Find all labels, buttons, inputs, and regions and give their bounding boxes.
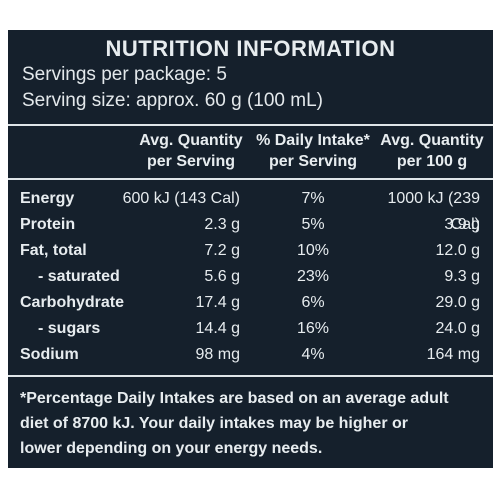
- footnote-line: diet of 8700 kJ. Your daily intakes may …: [20, 415, 408, 432]
- daily-intake-value: 7%: [301, 190, 325, 207]
- divider-top: [8, 124, 493, 126]
- header-line: per 100 g: [396, 153, 468, 170]
- row-label: Sodium: [20, 346, 79, 363]
- table-row: Protein 2.3 g 5% 3.9 g: [8, 212, 493, 238]
- per-serving-value: 600 kJ (143 Cal): [122, 190, 240, 207]
- divider-header: [8, 178, 493, 180]
- per-serving-value: 7.2 g: [204, 242, 240, 259]
- row-label: Fat, total: [20, 242, 87, 259]
- daily-intake-value: 16%: [296, 320, 330, 337]
- per-100g-value: 164 mg: [426, 346, 480, 363]
- per-100g-value: 12.0 g: [435, 242, 480, 259]
- footnote-line: lower depending on your energy needs.: [20, 440, 323, 457]
- per-serving-value: 17.4 g: [195, 294, 240, 311]
- per-serving-value: 14.4 g: [195, 320, 240, 337]
- serving-size: Serving size: approx. 60 g (100 mL): [22, 90, 323, 111]
- nutrition-panel: NUTRITION INFORMATION Servings per packa…: [8, 30, 493, 468]
- per-serving-value: 2.3 g: [204, 216, 240, 233]
- header-line: % Daily Intake*: [256, 132, 370, 149]
- footnote: *Percentage Daily Intakes are based on a…: [20, 386, 483, 461]
- daily-intake-value: 10%: [296, 242, 330, 259]
- per-serving-value: 98 mg: [195, 346, 240, 363]
- row-label: Protein: [20, 216, 76, 233]
- table-row: Fat, total 7.2 g 10% 12.0 g: [8, 238, 493, 264]
- divider-bottom: [8, 375, 493, 377]
- row-label: - sugars: [38, 320, 101, 337]
- header-line: Avg. Quantity: [380, 132, 484, 149]
- daily-intake-value: 23%: [296, 268, 330, 285]
- per-100g-value: 1000 kJ (239 Cal): [387, 190, 480, 233]
- table-row: Carbohydrate 17.4 g 6% 29.0 g: [8, 290, 493, 316]
- per-100g-value: 3.9 g: [444, 216, 480, 233]
- daily-intake-value: 5%: [301, 216, 325, 233]
- table-row: Sodium 98 mg 4% 164 mg: [8, 342, 493, 368]
- daily-intake-value: 4%: [301, 346, 325, 363]
- panel-title: NUTRITION INFORMATION: [105, 36, 396, 61]
- header-line: per Serving: [268, 153, 358, 170]
- per-serving-value: 5.6 g: [204, 268, 240, 285]
- footnote-line: *Percentage Daily Intakes are based on a…: [20, 390, 449, 407]
- table-row: Energy 600 kJ (143 Cal) 7% 1000 kJ (239 …: [8, 186, 493, 233]
- table-row: - sugars 14.4 g 16% 24.0 g: [8, 316, 493, 342]
- header-line: Avg. Quantity: [139, 132, 243, 149]
- header-daily-intake: % Daily Intake* per Serving: [252, 130, 374, 172]
- row-label: Energy: [20, 190, 75, 207]
- daily-intake-value: 6%: [301, 294, 325, 311]
- header-avg-per-serving: Avg. Quantity per Serving: [136, 130, 246, 172]
- per-100g-value: 9.3 g: [444, 268, 480, 285]
- servings-per-package: Servings per package: 5: [22, 64, 227, 85]
- table-row: - saturated 5.6 g 23% 9.3 g: [8, 264, 493, 290]
- per-100g-value: 24.0 g: [435, 320, 480, 337]
- header-line: per Serving: [146, 153, 236, 170]
- per-100g-value: 29.0 g: [435, 294, 480, 311]
- row-label: Carbohydrate: [20, 294, 125, 311]
- header-avg-per-100g: Avg. Quantity per 100 g: [378, 130, 486, 172]
- row-label: - saturated: [38, 268, 120, 285]
